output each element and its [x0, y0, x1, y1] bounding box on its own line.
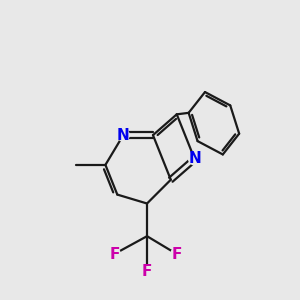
Circle shape [171, 248, 183, 260]
Circle shape [108, 248, 120, 260]
Circle shape [189, 153, 200, 165]
Text: F: F [109, 247, 119, 262]
Text: N: N [117, 128, 130, 142]
Circle shape [141, 266, 153, 278]
Circle shape [117, 129, 129, 141]
Text: F: F [142, 264, 152, 279]
Text: F: F [172, 247, 182, 262]
Text: N: N [188, 152, 201, 166]
